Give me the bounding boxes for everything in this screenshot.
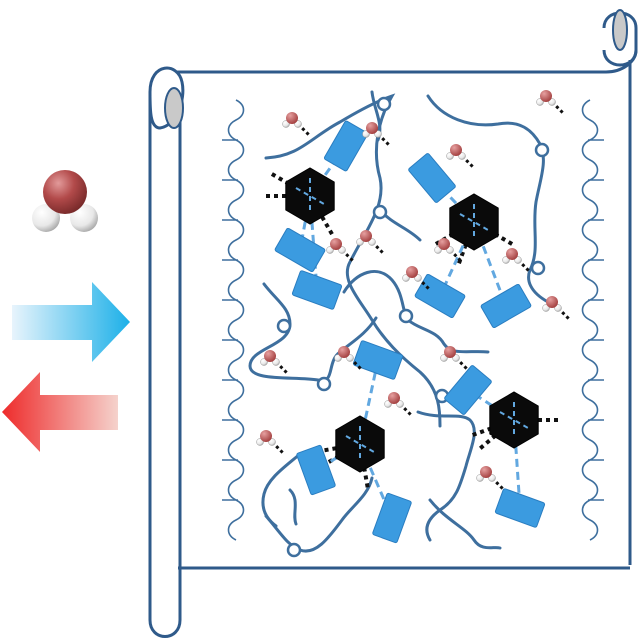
hexagon-cluster-icon	[296, 340, 412, 544]
water-molecule-icon	[334, 346, 364, 372]
hexagon-cluster-icon	[408, 153, 532, 329]
cyan-dashed-link	[430, 176, 476, 224]
scroll-film-icon	[148, 9, 638, 638]
water-molecule-icon	[402, 266, 432, 292]
hexagon-inner-links	[295, 178, 325, 214]
hexagon-cluster-icon	[444, 365, 560, 528]
polymer-chain	[288, 488, 298, 526]
water-molecule-icon	[434, 238, 464, 264]
hexagon-inner-links	[499, 402, 529, 438]
arrow-left-icon	[2, 372, 118, 452]
polymer-chain	[261, 452, 302, 528]
water-molecule-icon	[536, 90, 566, 116]
arrow-right-icon	[12, 282, 130, 362]
water-molecule-icon	[476, 466, 506, 492]
polymer-chain	[426, 94, 550, 304]
water-molecule-icon	[256, 430, 286, 456]
water-molecule-icon	[362, 122, 392, 148]
water-molecule-icon	[440, 346, 470, 372]
water-molecule-icon	[356, 230, 386, 256]
cyan-block	[408, 153, 456, 203]
water-molecule-icon	[384, 392, 414, 418]
hexagon-inner-links	[459, 204, 489, 240]
chain-loops	[276, 96, 550, 558]
side-bracket-right	[581, 99, 604, 541]
cyan-block	[352, 340, 404, 380]
cyan-block	[494, 488, 546, 528]
cyan-block	[296, 444, 336, 496]
cyan-block	[414, 273, 466, 319]
water-molecule-icon	[446, 144, 476, 170]
cyan-block	[372, 492, 412, 544]
hexagon-clusters	[264, 120, 560, 544]
side-bracket-left	[222, 99, 245, 541]
water-molecule-icon	[32, 170, 98, 232]
cyan-block	[323, 120, 369, 172]
cyan-block	[444, 365, 492, 415]
free-water-molecules	[256, 90, 572, 492]
cyan-block	[480, 283, 532, 329]
water-molecule-icon	[326, 238, 356, 264]
cyan-dashed-link	[308, 145, 348, 197]
polymer-chain	[416, 410, 476, 542]
water-molecule-icon	[282, 112, 312, 138]
hexagon-cluster-icon	[264, 120, 369, 310]
cyan-block	[291, 270, 343, 310]
water-molecule-icon	[502, 248, 532, 274]
water-molecule-icon	[542, 296, 572, 322]
hexagon-inner-links	[345, 426, 375, 462]
polymer-chain	[428, 498, 502, 550]
water-molecule-icon	[260, 350, 290, 376]
polymer-chain	[264, 476, 374, 553]
cyan-block	[274, 227, 326, 273]
